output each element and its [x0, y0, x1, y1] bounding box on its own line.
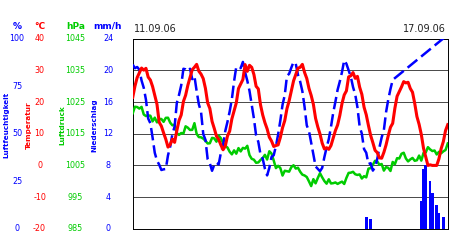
Bar	[424, 166, 427, 229]
Text: Luftdruck: Luftdruck	[59, 105, 65, 145]
Text: %: %	[13, 22, 22, 31]
Text: 1045: 1045	[66, 34, 86, 43]
Text: 20: 20	[35, 98, 45, 106]
Bar	[420, 201, 423, 229]
Bar	[365, 217, 368, 229]
Text: 8: 8	[105, 161, 111, 170]
Text: 985: 985	[68, 224, 83, 233]
Text: 0: 0	[37, 161, 42, 170]
Text: hPa: hPa	[66, 22, 85, 31]
Text: 30: 30	[35, 66, 45, 75]
Text: 16: 16	[103, 98, 113, 106]
Text: 10: 10	[35, 129, 45, 138]
Bar	[442, 217, 445, 229]
Text: mm/h: mm/h	[94, 22, 122, 31]
Text: 12: 12	[103, 129, 113, 138]
Text: 4: 4	[105, 192, 111, 202]
Bar	[429, 181, 432, 229]
Text: 40: 40	[35, 34, 45, 43]
Bar	[436, 205, 438, 229]
Text: 995: 995	[68, 192, 83, 202]
Text: °C: °C	[34, 22, 45, 31]
Text: Temperatur: Temperatur	[26, 101, 32, 149]
Text: 24: 24	[103, 34, 113, 43]
Text: 11.09.06: 11.09.06	[134, 24, 177, 34]
Text: 1015: 1015	[66, 129, 86, 138]
Text: 0: 0	[105, 224, 111, 233]
Text: 100: 100	[9, 34, 25, 43]
Bar	[369, 219, 372, 229]
Text: Luftfeuchtigkeit: Luftfeuchtigkeit	[3, 92, 9, 158]
Text: 0: 0	[14, 224, 20, 233]
Bar	[437, 213, 440, 229]
Text: -10: -10	[33, 192, 46, 202]
Text: 17.09.06: 17.09.06	[403, 24, 446, 34]
Bar	[431, 193, 434, 229]
Text: 1035: 1035	[66, 66, 86, 75]
Text: 50: 50	[12, 129, 22, 138]
Bar	[422, 170, 425, 229]
Text: Niederschlag: Niederschlag	[91, 98, 98, 152]
Text: 1005: 1005	[66, 161, 86, 170]
Text: 75: 75	[12, 82, 22, 91]
Text: 1025: 1025	[66, 98, 86, 106]
Text: -20: -20	[33, 224, 46, 233]
Text: 20: 20	[103, 66, 113, 75]
Text: 25: 25	[12, 177, 22, 186]
